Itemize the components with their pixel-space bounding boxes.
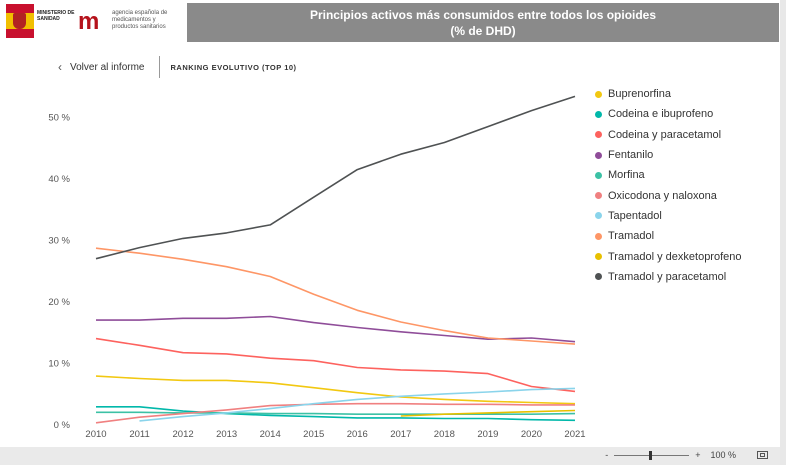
series-line xyxy=(95,95,576,260)
section-title: RANKING EVOLUTIVO (TOP 10) xyxy=(170,62,297,72)
y-tick-label: 30 % xyxy=(48,236,70,247)
series-line xyxy=(96,406,576,422)
status-bar: - + 100 % xyxy=(0,447,780,465)
legend-item[interactable]: Tramadol y paracetamol xyxy=(595,267,742,287)
legend-item[interactable]: Oxicodona y naloxona xyxy=(595,185,742,205)
x-tick-label: 2018 xyxy=(434,429,455,440)
y-tick-label: 0 % xyxy=(54,420,71,431)
right-edge-strip xyxy=(780,0,786,465)
legend-item[interactable]: Codeina e ibuprofeno xyxy=(595,104,742,124)
legend-dot-icon xyxy=(595,232,602,240)
legend-label: Morfina xyxy=(608,169,645,182)
series-line xyxy=(95,337,576,393)
legend-item[interactable]: Fentanilo xyxy=(595,145,742,165)
ministerio-sanidad-logo: MINISTERIO DE SANIDAD xyxy=(6,4,75,38)
legend-label: Tramadol y paracetamol xyxy=(608,270,727,283)
zoom-slider[interactable] xyxy=(614,450,690,460)
x-tick-label: 2013 xyxy=(216,429,237,440)
legend-dot-icon xyxy=(595,131,602,139)
x-tick-label: 2019 xyxy=(477,429,498,440)
legend-dot-icon xyxy=(595,253,602,261)
x-tick-label: 2011 xyxy=(129,429,149,440)
legend-item[interactable]: Tramadol y dexketoprofeno xyxy=(595,246,742,266)
zoom-level: 100 % xyxy=(710,450,736,460)
series-line xyxy=(95,375,576,405)
legend-item[interactable]: Buprenorfina xyxy=(595,84,742,104)
legend-label: Tramadol y dexketoprofeno xyxy=(608,250,742,263)
legend-label: Oxicodona y naloxona xyxy=(608,189,717,202)
legend-label: Tapentadol xyxy=(608,209,662,222)
x-tick-label: 2012 xyxy=(173,429,194,440)
series-line xyxy=(96,411,576,415)
series-line xyxy=(139,387,576,422)
report-title: Principios activos más consumidos entre … xyxy=(309,8,657,22)
zoom-slider-thumb[interactable] xyxy=(649,450,653,460)
y-tick-label: 10 % xyxy=(48,359,70,370)
y-tick-label: 40 % xyxy=(48,174,70,185)
legend-dot-icon xyxy=(595,273,602,281)
y-tick-label: 50 % xyxy=(48,113,70,124)
legend-item[interactable]: Codeina y paracetamol xyxy=(595,125,742,145)
zoom-out-button[interactable]: - xyxy=(605,450,609,460)
back-to-report-button[interactable]: ‹ Volver al informe xyxy=(58,60,144,74)
x-tick-label: 2014 xyxy=(260,429,281,440)
legend-dot-icon xyxy=(595,90,602,98)
legend-label: Tramadol xyxy=(608,230,655,243)
legend-dot-icon xyxy=(595,151,602,159)
ministerio-logo-text: MINISTERIO DE SANIDAD xyxy=(37,10,75,22)
legend-label: Buprenorfina xyxy=(608,88,671,101)
legend-label: Codeina y paracetamol xyxy=(608,128,722,141)
legend-label: Codeina e ibuprofeno xyxy=(608,108,714,121)
series-line xyxy=(95,247,576,345)
aemps-logo: m agencia española de medicamentos y pro… xyxy=(78,6,188,38)
legend-label: Fentanilo xyxy=(608,149,654,162)
line-chart: 0 % 10 % 20 % 30 % 40 % 50 % 2010 2011 2012 2013 2… xyxy=(48,95,586,440)
x-tick-label: 2017 xyxy=(390,429,411,440)
legend-dot-icon xyxy=(595,171,602,179)
legend-item[interactable]: Tramadol xyxy=(595,226,742,246)
series-line xyxy=(95,402,575,424)
report-header: MINISTERIO DE SANIDAD m agencia española… xyxy=(0,0,786,42)
aemps-logo-text: agencia española de medicamentos y produ… xyxy=(112,10,168,30)
legend-item[interactable]: Morfina xyxy=(595,165,742,185)
zoom-in-button[interactable]: + xyxy=(695,450,701,460)
x-tick-label: 2016 xyxy=(347,429,368,440)
chevron-left-icon: ‹ xyxy=(58,60,62,74)
navigation-bar: ‹ Volver al informe RANKING EVOLUTIVO (T… xyxy=(58,56,297,78)
series-line xyxy=(400,409,576,417)
x-tick-label: 2015 xyxy=(303,429,324,440)
report-title-bar: Principios activos más consumidos entre … xyxy=(187,3,779,42)
report-subtitle: (% de DHD) xyxy=(450,24,516,38)
x-tick-label: 2021 xyxy=(564,429,585,440)
zoom-control: - + 100 % xyxy=(605,450,736,460)
fit-to-page-icon[interactable] xyxy=(757,451,768,459)
legend-dot-icon xyxy=(595,110,602,118)
back-button-label: Volver al informe xyxy=(70,61,145,73)
legend-dot-icon xyxy=(595,212,602,220)
nav-divider xyxy=(159,56,161,78)
legend-item[interactable]: Tapentadol xyxy=(595,206,742,226)
legend-dot-icon xyxy=(595,192,602,200)
y-tick-label: 20 % xyxy=(48,297,70,308)
series-line xyxy=(96,315,576,343)
x-tick-label: 2010 xyxy=(85,429,106,440)
chart-legend: Buprenorfina Codeina e ibuprofeno Codeina … xyxy=(595,84,742,287)
x-tick-label: 2020 xyxy=(521,429,542,440)
